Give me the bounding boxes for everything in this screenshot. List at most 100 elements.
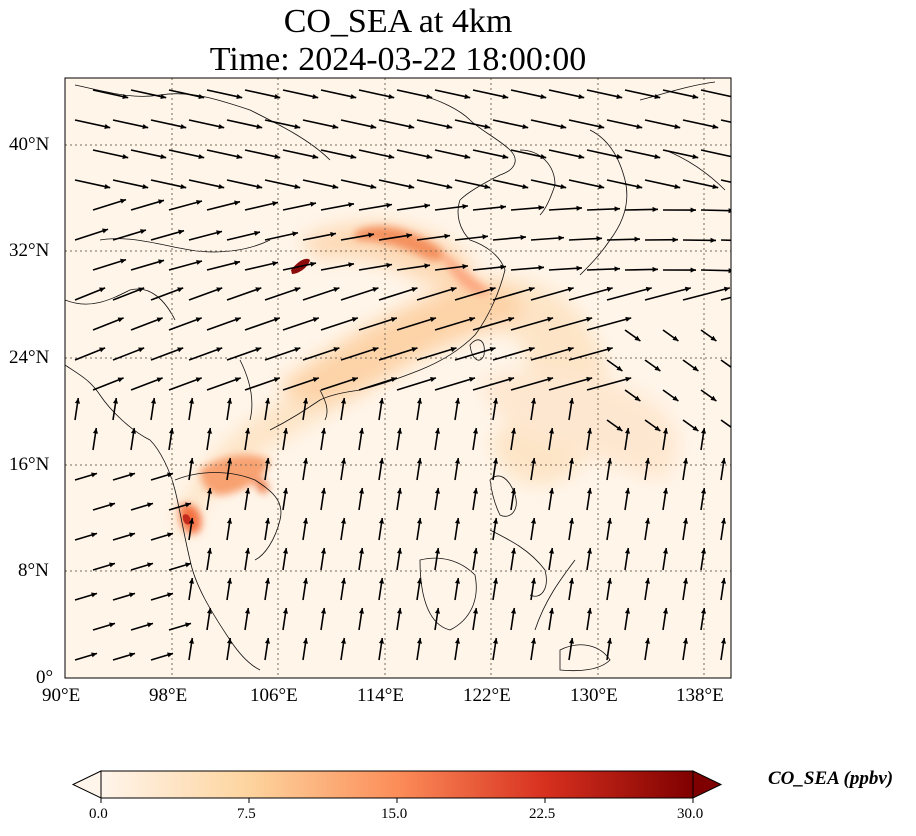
- colorbar-extend-min: [71, 770, 102, 799]
- wind-arrow-head: [274, 94, 281, 100]
- wind-arrow-head: [91, 472, 97, 478]
- wind-arrow-shaft: [624, 149, 661, 159]
- wind-arrow-shaft: [510, 317, 554, 331]
- wind-arrow-shaft: [720, 239, 731, 242]
- wind-arrow-head: [188, 398, 195, 404]
- wind-arrow-head: [520, 234, 526, 240]
- wind-arrow-shaft: [492, 119, 529, 129]
- wind-arrow-head: [206, 488, 213, 494]
- lon-tick-label: 106°E: [250, 685, 298, 706]
- wind-arrow-head: [310, 261, 316, 267]
- wind-arrow-head: [234, 317, 241, 323]
- wind-arrow-shaft: [568, 179, 605, 189]
- wind-arrow-head: [540, 94, 547, 100]
- wind-arrow-shaft: [700, 149, 731, 158]
- wind-arrow-head: [130, 428, 137, 434]
- wind-arrow-head: [454, 638, 461, 644]
- wind-arrow-head: [226, 458, 233, 464]
- wind-arrow-head: [294, 184, 301, 190]
- wind-arrow-head: [302, 458, 309, 464]
- wind-arrow-shaft: [282, 149, 319, 159]
- wind-arrow-head: [256, 184, 263, 190]
- wind-arrow-head: [196, 259, 202, 265]
- wind-arrow-head: [426, 94, 433, 100]
- wind-arrow-shaft: [74, 119, 111, 129]
- wind-arrow-shaft: [320, 89, 357, 99]
- wind-arrow-shaft: [206, 260, 241, 271]
- wind-arrow-head: [302, 398, 309, 404]
- wind-arrow-head: [692, 425, 699, 431]
- wind-arrow-shaft: [720, 179, 731, 184]
- wind-arrow-shaft: [282, 262, 317, 271]
- wind-arrow-shaft: [416, 347, 457, 361]
- wind-arrow-head: [195, 317, 202, 323]
- wind-arrow-head: [272, 201, 278, 207]
- wind-arrow-shaft: [340, 347, 379, 361]
- wind-arrow-shaft: [150, 119, 187, 129]
- wind-arrow-head: [500, 204, 506, 210]
- wind-arrow-shaft: [244, 201, 279, 211]
- wind-arrow-head: [662, 488, 669, 494]
- wind-arrow-head: [522, 124, 529, 130]
- wind-arrow-shaft: [358, 149, 395, 159]
- wind-arrow-shaft: [700, 209, 731, 212]
- wind-arrow-shaft: [492, 236, 527, 241]
- wind-arrow-shaft: [168, 200, 203, 211]
- wind-arrow-shaft: [396, 149, 433, 159]
- wind-arrow-shaft: [92, 149, 129, 159]
- lon-tick-label: 138°E: [676, 685, 724, 706]
- wind-arrow-shaft: [700, 269, 731, 272]
- wind-arrow-head: [177, 287, 184, 293]
- wind-arrow-head: [264, 518, 271, 524]
- wind-arrow-head: [692, 365, 699, 371]
- wind-arrow-head: [728, 268, 731, 274]
- wind-arrow-head: [294, 347, 301, 353]
- wind-arrow-shaft: [472, 265, 507, 271]
- wind-arrow-shaft: [472, 317, 515, 331]
- wind-arrow-shaft: [530, 287, 574, 301]
- wind-arrow-head: [120, 198, 126, 204]
- wind-arrow-head: [469, 317, 476, 322]
- wind-arrow-shaft: [568, 347, 613, 361]
- wind-arrow-head: [350, 154, 357, 160]
- wind-arrow-head: [430, 377, 436, 382]
- wind-arrow-head: [244, 428, 251, 434]
- wind-arrow-head: [634, 236, 640, 242]
- wind-arrow-head: [320, 428, 327, 434]
- wind-arrow-head: [340, 518, 347, 524]
- wind-arrow-head: [129, 472, 135, 478]
- wind-arrow-head: [406, 233, 412, 239]
- wind-arrow-shaft: [396, 204, 431, 211]
- wind-arrow-head: [333, 347, 340, 353]
- wind-arrow-head: [378, 398, 385, 404]
- wind-arrow-head: [180, 124, 187, 130]
- wind-arrow-head: [662, 608, 669, 614]
- wind-arrow-head: [763, 287, 769, 292]
- wind-arrow-head: [320, 608, 327, 614]
- wind-arrow-shaft: [320, 262, 355, 271]
- wind-arrow-head: [140, 229, 146, 235]
- wind-arrow-shaft: [492, 347, 535, 361]
- wind-arrow-shaft: [739, 488, 742, 510]
- wind-arrow-shaft: [206, 89, 243, 99]
- wind-arrow-head: [750, 184, 756, 189]
- wind-arrow-head: [142, 124, 149, 130]
- wind-arrow-head: [606, 638, 613, 644]
- wind-arrow-head: [548, 488, 555, 494]
- wind-arrow-head: [616, 154, 623, 160]
- wind-arrow-shaft: [378, 234, 413, 241]
- wind-arrow-shaft: [720, 419, 731, 429]
- wind-arrow-head: [568, 578, 575, 584]
- wind-arrow-shaft: [454, 179, 491, 189]
- wind-arrow-head: [234, 377, 241, 383]
- wind-arrow-shaft: [454, 235, 489, 241]
- wind-arrow-head: [91, 532, 97, 538]
- wind-arrow-head: [234, 200, 240, 206]
- wind-arrow-shaft: [320, 317, 359, 331]
- lat-tick-label: 0°: [36, 667, 54, 688]
- lat-tick-label: 32°N: [9, 240, 50, 261]
- wind-arrow-head: [273, 377, 280, 383]
- wind-arrow-shaft: [720, 359, 731, 369]
- wind-arrow-head: [530, 398, 537, 404]
- colorbar-gradient: [101, 771, 693, 798]
